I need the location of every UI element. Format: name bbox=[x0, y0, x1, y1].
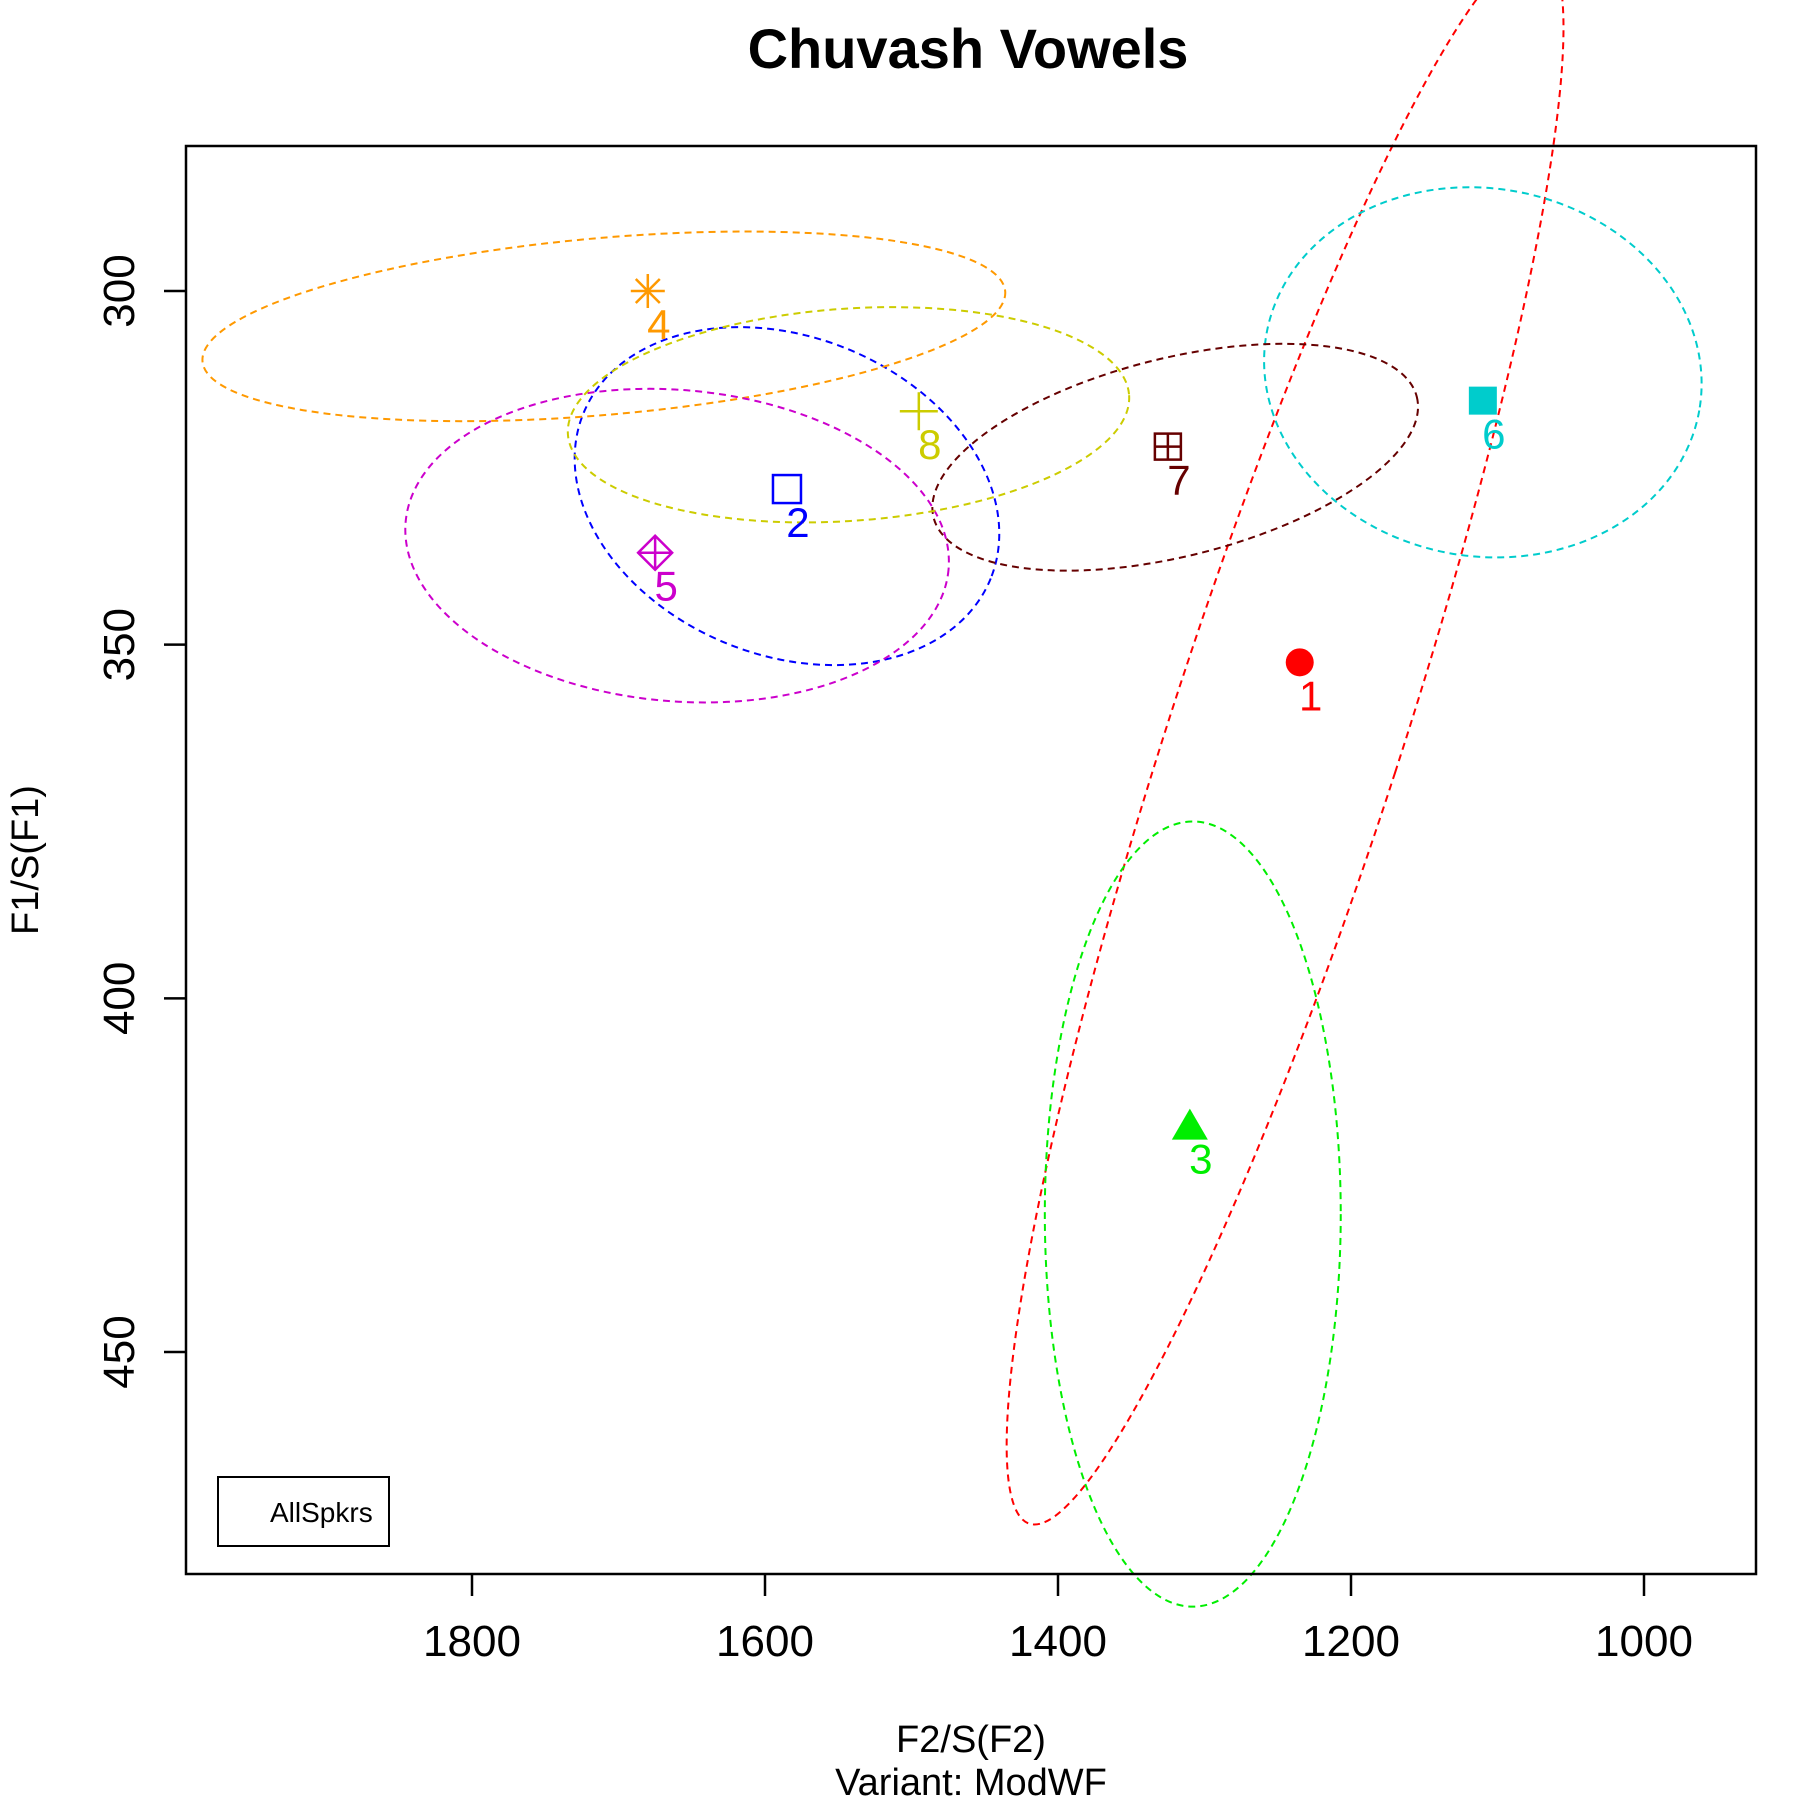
y-tick-label-400: 400 bbox=[95, 962, 144, 1035]
legend-box bbox=[217, 1476, 390, 1547]
ellipse-vowel-1 bbox=[1005, 0, 1565, 1526]
point-label-8: 8 bbox=[918, 421, 941, 468]
x-tick-label-1600: 1600 bbox=[716, 1617, 814, 1666]
point-vowel-8 bbox=[899, 392, 938, 431]
point-vowel-7 bbox=[1153, 432, 1183, 461]
ellipse-vowel-3 bbox=[1043, 820, 1342, 1608]
point-label-6: 6 bbox=[1482, 411, 1505, 458]
x-tick-label-1000: 1000 bbox=[1595, 1617, 1693, 1666]
x-tick-label-1800: 1800 bbox=[423, 1617, 521, 1666]
point-vowel-6 bbox=[1468, 386, 1497, 415]
point-vowel-5 bbox=[636, 533, 674, 572]
x-axis-label: F2/S(F2) bbox=[896, 1719, 1046, 1761]
legend-entry-allspkrs: AllSpkrs bbox=[270, 1497, 373, 1528]
x-tick-label-1400: 1400 bbox=[1009, 1617, 1107, 1666]
chart-title: Chuvash Vowels bbox=[748, 17, 1189, 80]
point-label-1: 1 bbox=[1299, 672, 1322, 719]
point-vowel-3 bbox=[1171, 1108, 1208, 1140]
y-axis: 300 350 400 450 bbox=[95, 254, 186, 1389]
ellipse-vowel-5 bbox=[404, 387, 950, 704]
point-label-4: 4 bbox=[647, 301, 670, 348]
x-tick-label-1200: 1200 bbox=[1302, 1617, 1400, 1666]
y-axis-label: F1/S(F1) bbox=[5, 785, 47, 935]
point-label-2: 2 bbox=[786, 499, 809, 546]
y-tick-label-350: 350 bbox=[95, 608, 144, 681]
ellipse-vowel-7 bbox=[931, 342, 1420, 572]
point-vowel-4 bbox=[630, 274, 665, 308]
point-vowel-2 bbox=[771, 473, 803, 505]
point-label-5: 5 bbox=[654, 563, 677, 610]
ellipse-vowel-4 bbox=[201, 230, 1007, 423]
x-axis: 1800 1600 1400 1200 1000 bbox=[423, 1574, 1693, 1666]
y-tick-label-450: 450 bbox=[95, 1315, 144, 1388]
y-tick-label-300: 300 bbox=[95, 254, 144, 327]
point-vowel-1 bbox=[1285, 648, 1314, 677]
chart-subtitle: Variant: ModWF bbox=[835, 1762, 1107, 1802]
ellipse-vowel-8 bbox=[566, 306, 1131, 524]
ellipse-layer bbox=[201, 0, 1703, 1608]
point-label-7: 7 bbox=[1167, 457, 1190, 504]
legend: AllSpkrs bbox=[217, 1476, 390, 1547]
points-layer: 1 2 3 4 5 6 7 8 bbox=[630, 274, 1506, 1183]
plot-frame bbox=[184, 144, 1758, 1576]
ellipse-vowel-2 bbox=[573, 326, 1001, 667]
ellipse-vowel-6 bbox=[1263, 186, 1703, 559]
point-label-3: 3 bbox=[1189, 1136, 1212, 1183]
